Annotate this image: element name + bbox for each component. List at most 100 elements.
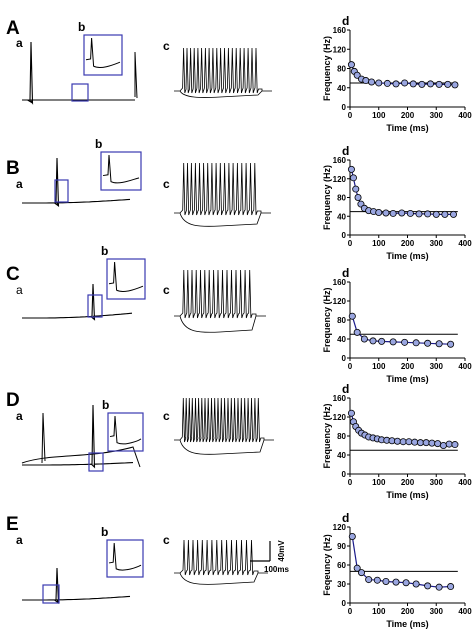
hyperpolarizing-trace [179, 439, 265, 455]
voltage-trace [21, 446, 141, 468]
panel-label-b: b [95, 137, 102, 151]
x-tick-label: 100 [372, 607, 386, 616]
data-point: A-d: (365, 46) [451, 81, 459, 89]
data-point: A-d: (130, 49) [383, 79, 391, 87]
x-axis-label: Time (ms) [386, 490, 428, 500]
y-tick-label: 0 [342, 354, 347, 363]
panel-label-a: a [16, 409, 23, 423]
y-tick-label: 0 [342, 470, 347, 479]
data-point: E-d: (95, 36) [373, 576, 381, 584]
magnified-inset-box [106, 258, 146, 300]
voltage-trace [22, 404, 134, 469]
x-tick-label: 400 [458, 239, 472, 248]
y-axis-label: Frequency (Hz) [322, 403, 332, 468]
data-point: D-d: (205, 68) [405, 438, 413, 446]
magnified-spike-trace [108, 542, 142, 571]
figure-row-E: Ea b c 0 100 200 300 400 0 30 60 90 120 Time (ms) Feqe… [6, 511, 472, 629]
panel-a-trace [22, 283, 133, 321]
data-point: B-d: (300, 44) [432, 210, 440, 218]
x-tick-label: 100 [372, 478, 386, 487]
y-tick-label: 120 [333, 175, 347, 184]
voltage-trace [22, 41, 135, 105]
y-axis-label: Frequency (Hz) [322, 287, 332, 352]
spike-train-trace [174, 539, 268, 576]
panel-a-trace [21, 404, 141, 472]
panel-label-d: d [342, 266, 349, 280]
spike-train-trace [174, 162, 271, 216]
magnified-spike-trace [102, 154, 140, 184]
data-point: D-d: (265, 66) [422, 439, 430, 447]
x-tick-label: 400 [458, 478, 472, 487]
hyperpolarizing-trace [179, 90, 263, 98]
spike-train-trace [174, 397, 274, 443]
panel-label-c: c [163, 39, 170, 53]
data-point: A-d: (190, 50) [401, 79, 409, 87]
data-point: D-d: (225, 67) [411, 438, 419, 446]
magnified-spike-trace [85, 37, 121, 68]
data-point: A-d: (5, 88) [347, 61, 355, 69]
data-point: D-d: (165, 69) [393, 437, 401, 445]
spike-train-trace [174, 47, 272, 94]
data-point: B-d: (125, 47) [382, 209, 390, 217]
panel-label-c: c [163, 283, 170, 297]
magnified-inset-box [107, 412, 144, 452]
y-tick-label: 0 [342, 103, 347, 112]
voltage-trace [22, 283, 133, 321]
data-point: D-d: (345, 63) [445, 440, 453, 448]
data-point: C-d: (25, 54) [353, 328, 361, 336]
data-point: A-d: (100, 50) [375, 79, 383, 87]
data-point: B-d: (150, 46) [389, 209, 397, 217]
panel-c-traces [174, 269, 266, 333]
data-point: A-d: (55, 55) [362, 77, 370, 85]
data-point: E-d: (270, 27) [424, 582, 432, 590]
magnified-spike-trace [109, 415, 142, 445]
data-point: A-d: (25, 66) [353, 71, 361, 79]
x-tick-label: 200 [401, 607, 415, 616]
panel-label-d: d [342, 382, 349, 396]
panel-label-b: b [78, 20, 85, 34]
y-tick-label: 40 [337, 84, 346, 93]
x-tick-label: 0 [348, 478, 353, 487]
y-tick-label: 120 [333, 297, 347, 306]
y-tick-label: 90 [337, 542, 346, 551]
row-label: C [6, 264, 20, 285]
data-point: B-d: (5, 140) [347, 165, 355, 173]
y-tick-label: 30 [337, 580, 346, 589]
figure-row-A: Aa b c 0 100 200 300 400 0 40 80 120 160 Time (ms) Fre… [6, 14, 472, 133]
selection-box [71, 83, 89, 102]
hyperpolarizing-trace [179, 572, 259, 585]
x-tick-label: 200 [401, 478, 415, 487]
data-point: E-d: (125, 34) [382, 577, 390, 585]
x-tick-label: 100 [372, 239, 386, 248]
x-tick-label: 300 [430, 478, 444, 487]
y-axis-label: Feqeuncy (Hz) [322, 534, 332, 596]
y-tick-label: 40 [337, 335, 346, 344]
voltage-trace [22, 567, 131, 605]
data-point: E-d: (160, 33) [392, 578, 400, 586]
data-point: E-d: (230, 30) [412, 580, 420, 588]
spike-train-trace [174, 269, 266, 319]
y-axis-label: Frequency (Hz) [322, 165, 332, 230]
magnified-inset-box [83, 34, 123, 76]
y-axis-label: Frequency (Hz) [322, 36, 332, 101]
y-tick-label: 40 [337, 212, 346, 221]
data-point: C-d: (50, 40) [360, 335, 368, 343]
data-point: E-d: (310, 25) [435, 583, 443, 591]
data-point: D-d: (285, 65) [428, 439, 436, 447]
data-point: B-d: (360, 44) [449, 210, 457, 218]
data-point: B-d: (180, 47) [398, 209, 406, 217]
panel-label-a: a [16, 283, 23, 297]
data-point: D-d: (5, 128) [347, 409, 355, 417]
panel-label-a: a [16, 177, 23, 191]
data-point: E-d: (195, 32) [402, 579, 410, 587]
data-point: B-d: (12, 122) [349, 174, 357, 182]
x-tick-label: 0 [348, 607, 353, 616]
data-point: C-d: (150, 34) [389, 338, 397, 346]
figure-row-C: Ca b c 0 100 200 300 400 0 40 80 120 160 Time (ms) Fre… [6, 244, 472, 384]
panel-c-traces [174, 162, 271, 227]
y-tick-label: 80 [337, 432, 346, 441]
data-point: C-d: (230, 32) [412, 339, 420, 347]
scale-bar-time-label: 100ms [264, 565, 289, 574]
data-point: B-d: (240, 45) [415, 210, 423, 218]
